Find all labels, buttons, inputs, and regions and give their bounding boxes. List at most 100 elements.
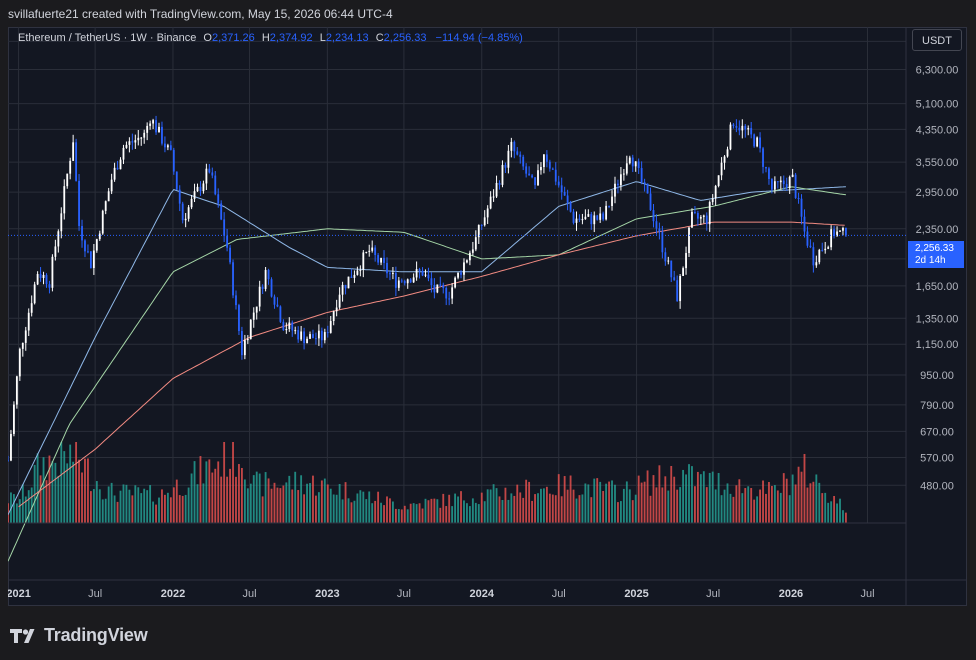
candle-body xyxy=(326,332,329,334)
volume-bar xyxy=(116,501,119,523)
candle-body xyxy=(350,276,353,278)
volume-bar xyxy=(554,495,557,523)
candle-body xyxy=(759,137,761,149)
volume-bar xyxy=(125,484,128,523)
candle-body xyxy=(711,198,714,203)
candle-body xyxy=(273,296,276,305)
volume-bar xyxy=(338,484,341,523)
price-chart[interactable]: 7,500.006,300.005,100.004,350.003,550.00… xyxy=(8,27,967,606)
volume-bar xyxy=(776,490,779,523)
candle-body xyxy=(815,262,818,266)
candle-body xyxy=(155,120,157,133)
candle-body xyxy=(33,284,36,304)
candle-layer xyxy=(8,115,847,462)
candle-body xyxy=(495,182,498,197)
candle-body xyxy=(208,168,211,173)
volume-bar xyxy=(303,494,306,523)
volume-bar xyxy=(460,491,462,523)
volume-bar xyxy=(519,492,522,523)
candle-body xyxy=(643,182,646,184)
candle-body xyxy=(66,173,69,187)
volume-bar xyxy=(480,492,483,523)
candle-body xyxy=(510,141,513,151)
candle-body xyxy=(818,249,821,263)
volume-bar xyxy=(389,498,391,523)
bar-countdown: 2d 14h xyxy=(915,255,946,266)
candle-body xyxy=(169,145,172,150)
candle-body xyxy=(175,171,178,190)
volume-bar xyxy=(448,494,451,523)
candle-body xyxy=(608,205,610,207)
candle-body xyxy=(415,269,418,278)
volume-bar xyxy=(78,459,80,523)
volume-bar xyxy=(365,499,368,523)
volume-bar xyxy=(110,482,113,523)
volume-bar xyxy=(39,475,42,523)
volume-bar xyxy=(261,496,264,523)
volume-bar xyxy=(226,476,229,523)
time-axis-label: 2023 xyxy=(315,588,339,600)
candle-body xyxy=(492,196,495,198)
candle-body xyxy=(507,150,510,168)
volume-bar xyxy=(60,442,63,523)
volume-bar xyxy=(717,473,720,523)
volume-bar xyxy=(347,498,350,523)
candle-body xyxy=(383,257,385,263)
candle-body xyxy=(149,123,152,126)
volume-bar xyxy=(341,499,344,523)
candle-body xyxy=(412,277,415,283)
candle-body xyxy=(317,330,320,339)
candle-body xyxy=(394,272,397,288)
volume-bar xyxy=(439,507,442,523)
candle-body xyxy=(211,172,214,176)
tradingview-logo[interactable]: TradingView xyxy=(10,625,148,646)
volume-bar xyxy=(815,474,818,523)
price-axis-label: 480.00 xyxy=(920,480,954,492)
symbol-legend[interactable]: Ethereum / TetherUS · 1W · Binance O2,37… xyxy=(18,32,523,44)
candle-body xyxy=(276,304,279,307)
candle-body xyxy=(622,173,625,175)
candle-body xyxy=(320,330,323,341)
candle-body xyxy=(104,201,107,211)
currency-button[interactable]: USDT xyxy=(912,29,962,51)
volume-bar xyxy=(457,496,459,523)
candle-body xyxy=(397,280,400,288)
change-value: −114.94 (−4.85%) xyxy=(435,32,523,44)
candle-body xyxy=(800,198,803,217)
volume-bar xyxy=(359,490,362,523)
volume-bar xyxy=(836,503,838,523)
volume-bar xyxy=(356,493,359,523)
volume-bar xyxy=(726,483,729,523)
volume-bar xyxy=(667,490,670,523)
volume-bar xyxy=(300,475,303,523)
candle-body xyxy=(101,210,104,234)
candle-body xyxy=(652,210,655,222)
volume-bar xyxy=(685,474,687,523)
candle-body xyxy=(220,203,223,220)
candle-body xyxy=(543,154,545,168)
candle-body xyxy=(291,322,294,331)
volume-bar xyxy=(779,492,782,523)
volume-bar xyxy=(584,483,587,523)
volume-bar xyxy=(489,489,492,523)
candle-body xyxy=(750,128,753,135)
volume-bar xyxy=(708,472,711,523)
volume-bar xyxy=(400,509,403,523)
candle-body xyxy=(57,231,60,247)
volume-bar xyxy=(264,472,267,523)
candle-body xyxy=(519,154,522,157)
candle-body xyxy=(172,149,175,172)
volume-bar xyxy=(273,482,276,523)
candle-body xyxy=(421,270,424,276)
close-label: C xyxy=(375,32,384,44)
volume-bar xyxy=(492,484,495,523)
volume-bar xyxy=(551,494,554,523)
volume-bar xyxy=(445,506,448,523)
volume-bar xyxy=(122,484,125,523)
volume-bar xyxy=(569,475,572,523)
candle-body xyxy=(30,303,33,313)
volume-bar xyxy=(312,475,314,523)
candle-body xyxy=(566,195,569,203)
candle-body xyxy=(193,191,196,199)
candle-body xyxy=(534,177,536,186)
